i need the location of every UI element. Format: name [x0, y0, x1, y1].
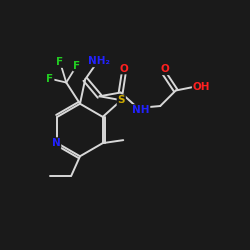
Text: O: O — [119, 64, 128, 74]
Text: F: F — [56, 57, 64, 67]
Text: NH₂: NH₂ — [88, 56, 110, 66]
Text: F: F — [46, 74, 54, 84]
Text: NH: NH — [132, 105, 150, 115]
Text: F: F — [73, 60, 80, 70]
Text: O: O — [160, 64, 169, 74]
Text: S: S — [118, 95, 125, 105]
Text: OH: OH — [193, 82, 210, 92]
Text: N: N — [52, 138, 60, 148]
